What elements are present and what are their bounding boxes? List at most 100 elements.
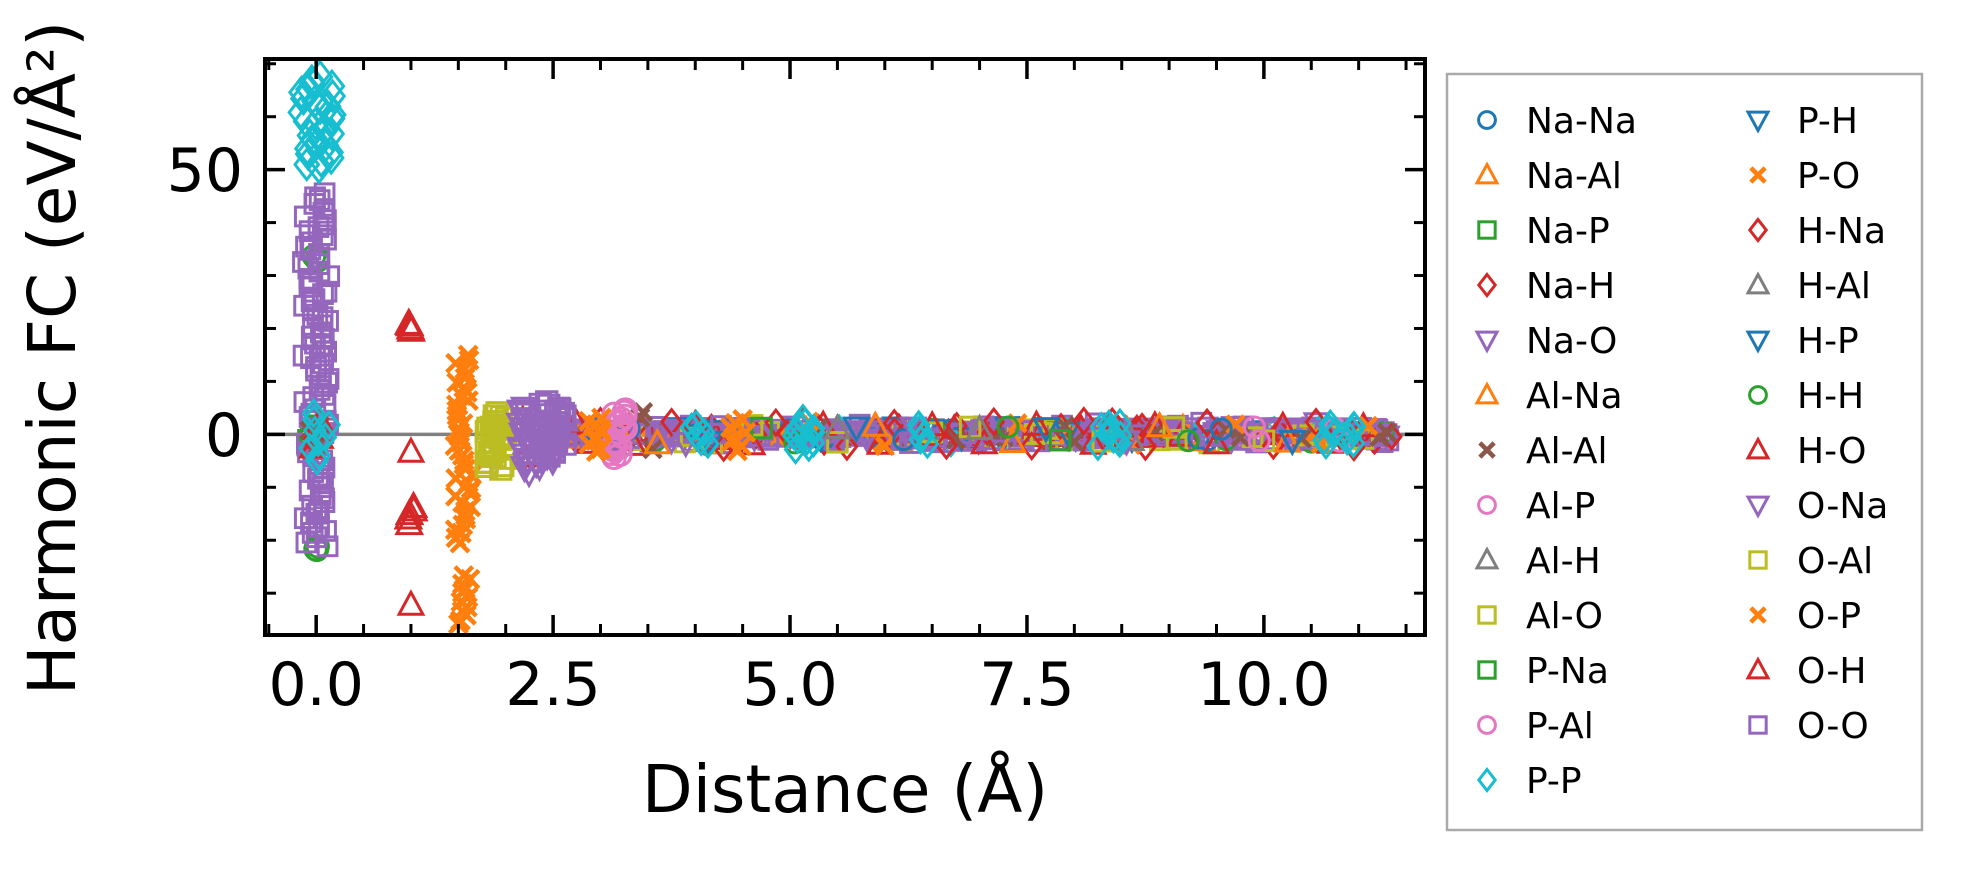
- scatter-point-diamond: [298, 432, 323, 464]
- scatter-point-triangle-up: [1202, 427, 1231, 455]
- scatter-point-x: [874, 435, 895, 457]
- scatter-point-circle-legend-icon: [1748, 385, 1768, 405]
- legend-label: Na-Al: [1526, 156, 1622, 197]
- scatter-point-x: [458, 349, 480, 371]
- scatter-point-diamond: [679, 411, 704, 443]
- scatter-point-square: [292, 344, 315, 367]
- scatter-point-square: [1196, 416, 1219, 439]
- legend-label: Al-Na: [1526, 376, 1623, 417]
- scatter-point-diamond: [1096, 408, 1121, 440]
- scatter-point-diamond: [1341, 410, 1366, 442]
- legend-entry: Na-Na: [1477, 101, 1637, 142]
- scatter-point-circle: [1242, 415, 1266, 439]
- scatter-point-square: [482, 404, 506, 428]
- scatter-point-square: [1048, 428, 1072, 452]
- scatter-point-diamond: [1097, 414, 1122, 445]
- scatter-point-triangle-down-legend-icon: [1474, 330, 1500, 354]
- scatter-point-square-legend-icon: [1477, 605, 1497, 625]
- scatter-point-diamond: [318, 101, 346, 137]
- scatter-point-triangle-up-legend-icon: [1474, 546, 1500, 570]
- scatter-point-triangle-up-legend-icon: [1474, 161, 1500, 185]
- scatter-point-circle-legend-icon: [1477, 495, 1497, 515]
- legend-label: O-O: [1797, 706, 1869, 747]
- scatter-point-square: [535, 390, 559, 414]
- scatter-point-triangle-up: [396, 436, 426, 463]
- scatter-point-diamond: [306, 59, 334, 95]
- legend-label: Na-O: [1526, 321, 1617, 362]
- scatter-point-diamond: [907, 413, 932, 445]
- scatter-point-diamond: [982, 406, 1006, 437]
- legend-box: [1445, 72, 1924, 832]
- scatter-point-triangle-up-legend-icon: [1745, 436, 1771, 460]
- legend-label: O-Al: [1797, 541, 1873, 582]
- legend-label: H-Na: [1797, 211, 1886, 252]
- scatter-point-triangle-down: [1277, 429, 1307, 457]
- scatter-point-x: [732, 409, 754, 430]
- legend-entry: Na-P: [1477, 211, 1610, 252]
- legend-label: H-P: [1797, 321, 1859, 362]
- legend-label: H-H: [1797, 376, 1864, 417]
- plot-border: [263, 57, 1427, 637]
- scatter-point-square-legend-icon: [1748, 715, 1768, 735]
- legend-label: O-Na: [1797, 486, 1888, 527]
- scatter-point-circle: [612, 397, 639, 423]
- legend-entry: Na-O: [1474, 321, 1617, 362]
- x-tick-label: 10.0: [1197, 650, 1331, 720]
- scatter-point-diamond: [1318, 408, 1343, 440]
- scatter-point-square: [308, 189, 331, 211]
- scatter-point-diamond: [304, 125, 332, 161]
- y-tick-label: 0: [205, 401, 243, 471]
- legend-entry: O-P: [1749, 596, 1861, 637]
- scatter-point-diamond: [1020, 431, 1044, 461]
- scatter-point-diamond: [319, 97, 347, 133]
- legend-label: H-O: [1797, 431, 1866, 472]
- scatter-point-x: [642, 439, 663, 460]
- scatter-point-triangle-up: [642, 427, 672, 455]
- scatter-point-diamond-legend-icon: [1747, 217, 1769, 243]
- scatter-point-triangle-up: [969, 427, 999, 455]
- scatter-point-square-legend-icon: [1477, 220, 1497, 240]
- scatter-point-square-legend-icon: [1477, 660, 1497, 680]
- scatter-point-diamond-legend-icon: [1476, 272, 1498, 298]
- scatter-point-x: [453, 565, 475, 586]
- scatter-point-triangle-up: [823, 412, 852, 440]
- legend-entry: Al-O: [1477, 596, 1603, 637]
- scatter-point-x: [455, 508, 477, 530]
- scatter-point-circle-legend-icon: [1477, 715, 1497, 735]
- legend-label: P-H: [1797, 101, 1858, 142]
- legend-entry: P-P: [1476, 761, 1582, 802]
- legend-entry: Al-P: [1477, 486, 1595, 527]
- legend-label: P-P: [1526, 761, 1582, 802]
- scatter-point-triangle-up-legend-icon: [1745, 271, 1771, 295]
- legend-label: Al-H: [1526, 541, 1601, 582]
- legend-entry: H-P: [1745, 321, 1859, 362]
- legend-entry: P-O: [1749, 156, 1860, 197]
- scatter-point-diamond-legend-icon: [1476, 767, 1498, 793]
- scatter-point-x-legend-icon: [1478, 441, 1496, 459]
- legend-label: P-Na: [1526, 651, 1609, 692]
- scatter-point-diamond: [1072, 406, 1096, 437]
- scatter-point-triangle-down-legend-icon: [1745, 330, 1771, 354]
- scatter-point-square: [551, 401, 575, 426]
- scatter-point-triangle-down-legend-icon: [1745, 495, 1771, 519]
- legend-entry: P-Na: [1477, 651, 1609, 692]
- x-tick-label: 2.5: [505, 650, 600, 720]
- legend-entry: O-O: [1748, 706, 1869, 747]
- scatter-point-diamond: [906, 409, 931, 441]
- series-clusters: [287, 59, 1367, 635]
- scatter-point-diamond: [287, 74, 316, 110]
- scatter-point-square-legend-icon: [1748, 550, 1768, 570]
- scatter-point-diamond: [1304, 407, 1328, 438]
- scatter-point-diamond: [296, 118, 324, 153]
- axis-ticks: [265, 59, 1425, 635]
- legend-label: Na-H: [1526, 266, 1615, 307]
- legend-entry: Na-Al: [1474, 156, 1622, 197]
- legend-label: Na-P: [1526, 211, 1610, 252]
- scatter-point-diamond: [298, 63, 326, 99]
- legend-entry: O-Al: [1748, 541, 1873, 582]
- legend-entry: Al-Na: [1474, 376, 1623, 417]
- scatter-point-square: [313, 182, 336, 205]
- scatter-point-x: [457, 344, 479, 366]
- scatter-point-diamond: [301, 397, 326, 429]
